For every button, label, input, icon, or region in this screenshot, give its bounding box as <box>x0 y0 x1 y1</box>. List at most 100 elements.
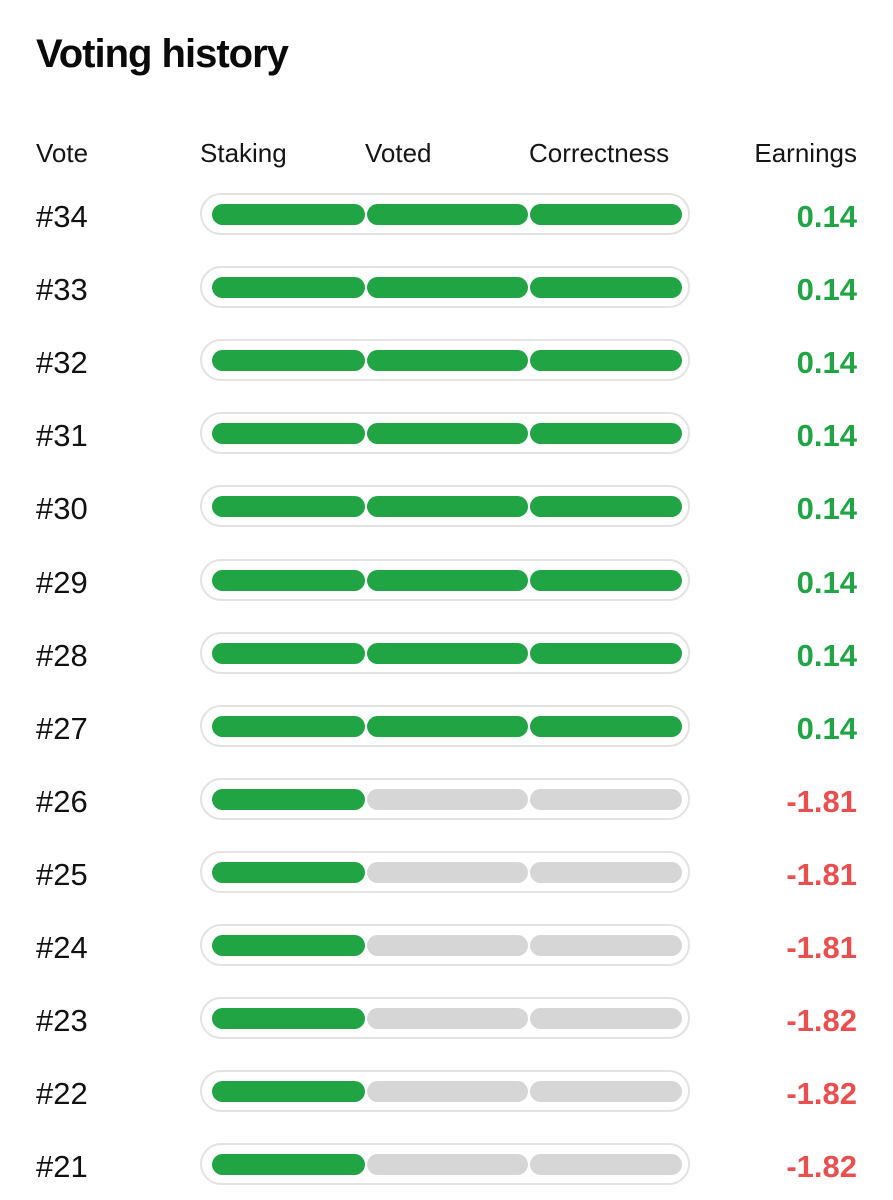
staking-segment <box>212 277 365 299</box>
correctness-segment <box>530 569 682 591</box>
column-header-correctness: Correctness <box>529 138 670 168</box>
earnings-value: 0.14 <box>796 199 857 234</box>
vote-progress-track <box>200 558 690 601</box>
earnings-value: -1.82 <box>786 1076 857 1112</box>
vote-progress-track <box>200 339 690 382</box>
vote-progress-track <box>200 704 690 747</box>
earnings-value: 0.14 <box>796 272 857 308</box>
vote-progress-track <box>200 850 690 893</box>
column-header-vote: Vote <box>36 138 89 168</box>
vote-progress-track <box>200 266 690 309</box>
staking-segment <box>212 423 365 445</box>
column-header-earnings: Earnings <box>754 138 857 168</box>
vote-row[interactable]: #34 0.14 <box>0 193 893 241</box>
vote-row[interactable]: #27 0.14 <box>0 704 893 753</box>
voted-segment <box>367 1081 528 1103</box>
earnings-value: -1.81 <box>786 930 857 965</box>
vote-row[interactable]: #30 0.14 <box>0 485 893 533</box>
vote-progress-track <box>200 1070 690 1113</box>
vote-progress-track <box>200 631 690 674</box>
correctness-segment <box>530 642 682 664</box>
staking-segment <box>212 1008 365 1030</box>
vote-number: #33 <box>36 272 88 308</box>
voted-segment <box>367 861 528 883</box>
vote-row[interactable]: #23 -1.82 <box>0 997 893 1045</box>
staking-segment <box>212 496 365 518</box>
staking-segment <box>212 569 365 591</box>
voted-segment <box>367 350 528 372</box>
vote-progress-track <box>200 412 690 455</box>
staking-segment <box>212 350 365 372</box>
vote-number: #30 <box>36 491 88 527</box>
voted-segment <box>367 935 528 956</box>
voted-segment <box>367 642 528 664</box>
correctness-segment <box>530 1008 682 1030</box>
voted-segment <box>367 1154 528 1176</box>
vote-number: #32 <box>36 345 88 381</box>
correctness-segment <box>530 204 682 225</box>
staking-segment <box>212 715 365 737</box>
vote-progress-track <box>200 777 690 820</box>
vote-row[interactable]: #22 -1.82 <box>0 1070 893 1118</box>
vote-number: #27 <box>36 710 88 746</box>
earnings-value: 0.14 <box>796 418 857 454</box>
vote-number: #23 <box>36 1003 88 1039</box>
voted-segment <box>367 569 528 591</box>
vote-number: #21 <box>36 1149 88 1185</box>
correctness-segment <box>530 1081 682 1103</box>
staking-segment <box>212 861 365 883</box>
correctness-segment <box>530 277 682 299</box>
column-header-voted: Voted <box>365 138 432 168</box>
vote-row[interactable]: #33 0.14 <box>0 266 893 314</box>
correctness-segment <box>530 861 682 883</box>
vote-row[interactable]: #29 0.14 <box>0 558 893 607</box>
vote-progress-track <box>200 924 690 966</box>
staking-segment <box>212 1081 365 1103</box>
staking-segment <box>212 642 365 664</box>
voted-segment <box>367 204 528 225</box>
correctness-segment <box>530 423 682 445</box>
vote-progress-track <box>200 485 690 528</box>
vote-row[interactable]: #25 -1.81 <box>0 850 893 899</box>
earnings-value: 0.14 <box>796 564 857 600</box>
correctness-segment <box>530 788 682 810</box>
vote-number: #25 <box>36 856 88 892</box>
vote-number: #29 <box>36 564 88 600</box>
earnings-value: 0.14 <box>796 637 857 673</box>
vote-progress-track <box>200 1143 690 1186</box>
vote-row[interactable]: #24 -1.81 <box>0 924 893 972</box>
vote-number: #24 <box>36 930 88 965</box>
earnings-value: 0.14 <box>796 345 857 381</box>
table-header: Vote Staking Voted Correctness Earnings <box>0 136 893 170</box>
vote-row[interactable]: #31 0.14 <box>0 412 893 460</box>
correctness-segment <box>530 350 682 372</box>
vote-number: #31 <box>36 418 88 454</box>
correctness-segment <box>530 1154 682 1176</box>
voted-segment <box>367 715 528 737</box>
earnings-value: -1.81 <box>786 783 857 819</box>
vote-progress-track <box>200 193 690 235</box>
staking-segment <box>212 204 365 225</box>
column-header-staking: Staking <box>200 138 287 168</box>
vote-row[interactable]: #28 0.14 <box>0 631 893 680</box>
correctness-segment <box>530 715 682 737</box>
vote-number: #22 <box>36 1076 88 1112</box>
voted-segment <box>367 277 528 299</box>
earnings-value: -1.81 <box>786 856 857 892</box>
vote-progress-track <box>200 997 690 1040</box>
vote-number: #28 <box>36 637 88 673</box>
earnings-value: 0.14 <box>796 491 857 527</box>
voted-segment <box>367 496 528 518</box>
earnings-value: -1.82 <box>786 1003 857 1039</box>
vote-row[interactable]: #32 0.14 <box>0 339 893 387</box>
vote-row[interactable]: #26 -1.81 <box>0 777 893 826</box>
staking-segment <box>212 788 365 810</box>
staking-segment <box>212 935 365 956</box>
staking-segment <box>212 1154 365 1176</box>
voted-segment <box>367 423 528 445</box>
correctness-segment <box>530 935 682 956</box>
vote-row[interactable]: #21 -1.82 <box>0 1143 893 1191</box>
vote-number: #34 <box>36 199 88 234</box>
vote-number: #26 <box>36 783 88 819</box>
